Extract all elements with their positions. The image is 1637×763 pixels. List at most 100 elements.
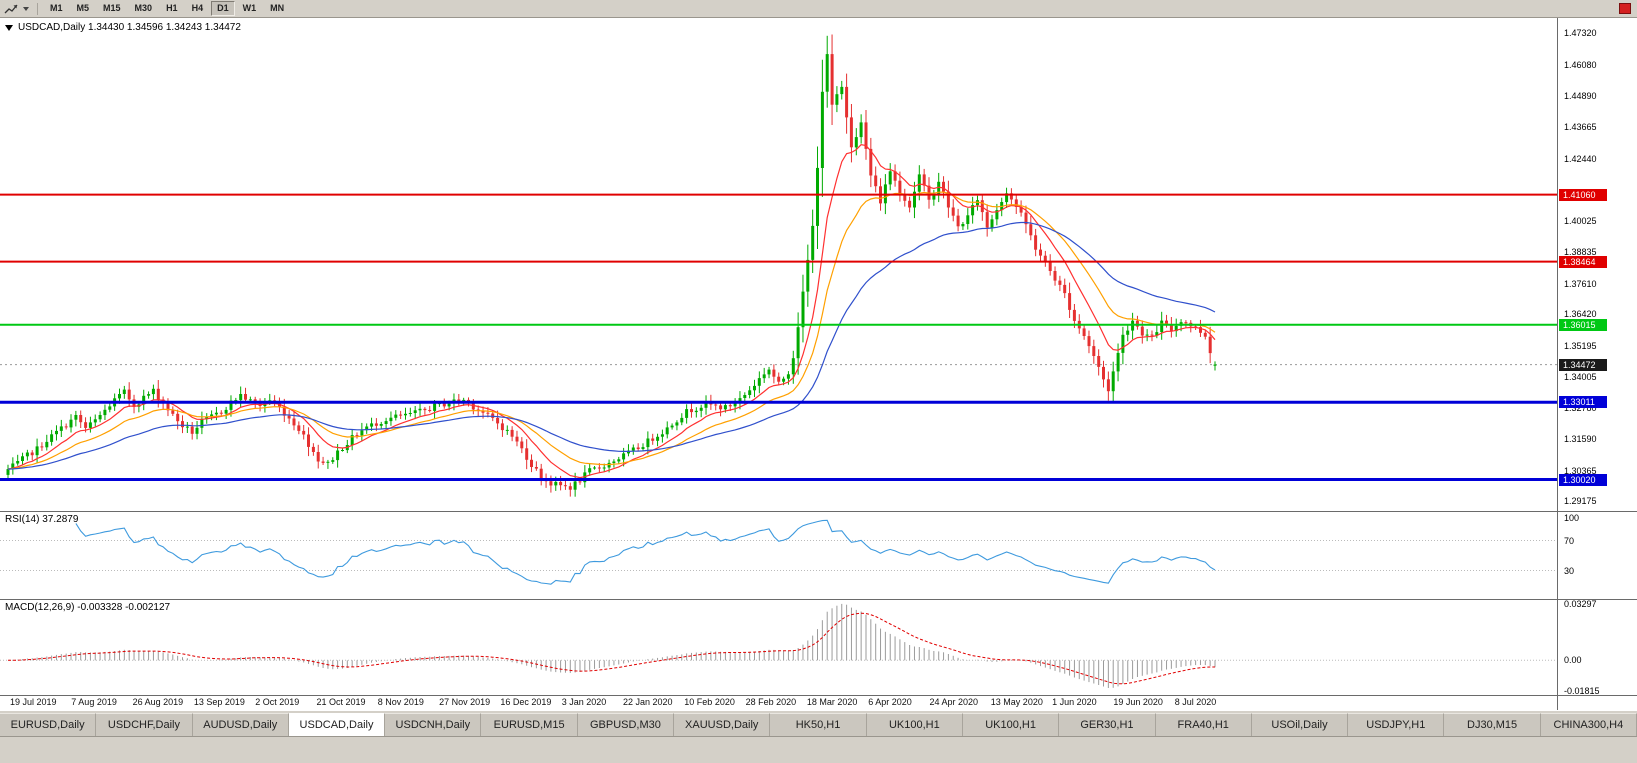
date-label: 2 Oct 2019 (255, 697, 300, 707)
rsi-line (75, 519, 1216, 585)
timeframe-toolbar: M1 M5 M15 M30 H1 H4 D1 W1 MN (43, 1, 291, 16)
panel-separator (1558, 599, 1637, 600)
ma-line-21 (7, 191, 1216, 470)
rsi-chart (0, 519, 1557, 585)
chart-tab[interactable]: USDCHF,Daily (96, 713, 193, 736)
chart-tab[interactable]: GER30,H1 (1059, 713, 1156, 736)
price-axis-label: 1.30365 (1564, 465, 1597, 476)
chart-tab[interactable]: EURUSD,Daily (0, 713, 97, 736)
price-axis-label: 1.43665 (1564, 122, 1597, 133)
price-axis-label: 1.46080 (1564, 60, 1597, 70)
chart-tabs: EURUSD,Daily USDCHF,Daily AUDUSD,Daily USDC… (0, 710, 1637, 736)
price-axis[interactable]: 1.47320 1.46080 1.44890 1.43665 1.42440 1.400… (1557, 18, 1637, 710)
timeframe-button-h1[interactable]: H1 (166, 3, 178, 13)
chart-tab[interactable]: USDCAD,Daily (288, 713, 386, 736)
chart-tab[interactable]: EURUSD,M15 (481, 713, 578, 736)
candlestick-chart (0, 34, 1557, 497)
price-line-badge[interactable]: 1.38464 (1559, 255, 1607, 268)
toolbar-separator (37, 2, 38, 15)
price-axis-label: 1.31590 (1564, 434, 1597, 444)
price-line-badge[interactable]: 1.33011 (1559, 396, 1607, 409)
date-label: 18 Mar 2020 (806, 697, 858, 707)
timeframe-button-m5[interactable]: M5 (76, 3, 90, 13)
timeframe-button-m1[interactable]: M1 (50, 3, 63, 13)
panel-separator (1558, 695, 1637, 696)
macd-histogram (12, 603, 1216, 688)
price-axis-label: 1.34005 (1564, 371, 1597, 382)
timeframe-button-w1[interactable]: W1 (242, 3, 257, 13)
date-label: 28 Feb 2020 (745, 697, 797, 707)
ma-line-10 (7, 144, 1216, 479)
chart-tab[interactable]: USDCNH,Daily (385, 713, 482, 736)
price-line-badge[interactable]: 1.36015 (1559, 318, 1607, 331)
date-label: 13 Sep 2019 (193, 697, 245, 707)
timeframe-button-m30[interactable]: M30 (134, 3, 153, 13)
macd-panel[interactable]: MACD(12,26,9) -0.003328 -0.002127 (0, 600, 1557, 696)
price-axis-label: 1.35195 (1564, 340, 1597, 351)
rsi-label: RSI(14) 37.2879 (5, 514, 79, 525)
price-axis-label: 1.36420 (1564, 309, 1597, 320)
timeframe-button-m15[interactable]: M15 (103, 3, 121, 13)
chart-tab[interactable]: UK100,H1 (962, 713, 1060, 736)
date-axis: 19 Jul 2019 7 Aug 2019 26 Aug 2019 13 Sep 2… (0, 696, 1557, 710)
price-axis-label: 1.32780 (1564, 403, 1597, 414)
date-label: 27 Nov 2019 (439, 697, 491, 707)
date-label: 10 Feb 2020 (684, 697, 735, 707)
record-indicator-icon[interactable] (1619, 3, 1631, 14)
date-label: 26 Aug 2019 (132, 697, 184, 707)
price-axis-label: 1.38835 (1564, 247, 1597, 257)
chart-tab[interactable]: UK100,H1 (866, 713, 963, 736)
macd-axis-label: 0.03297 (1564, 598, 1597, 609)
price-axis-label: 1.44890 (1564, 90, 1597, 101)
price-line-badge[interactable]: 1.30020 (1559, 473, 1607, 486)
chart-ohlc-title: USDCAD,Daily 1.34430 1.34596 1.34243 1.3… (18, 22, 241, 33)
date-label: 19 Jul 2019 (10, 697, 57, 707)
chart-tab[interactable]: AUDUSD,Daily (192, 713, 289, 736)
date-label: 16 Dec 2019 (500, 697, 552, 707)
chart-window: USDCAD,Daily 1.34430 1.34596 1.34243 1.3… (0, 18, 1637, 710)
price-line-badge[interactable]: 1.41060 (1559, 188, 1607, 201)
rsi-axis-label: 100 (1564, 513, 1580, 523)
macd-signal-line (8, 612, 1215, 685)
timeframe-button-d1[interactable]: D1 (211, 1, 235, 16)
price-axis-label: 1.29175 (1564, 496, 1597, 507)
date-label: 19 Jun 2020 (1113, 697, 1163, 707)
timeframe-button-mn[interactable]: MN (270, 3, 285, 13)
chart-cursor-icon[interactable] (4, 3, 18, 15)
chart-tab[interactable]: FRA40,H1 (1155, 713, 1252, 736)
rsi-axis-label: 70 (1564, 535, 1575, 546)
current-price-badge: 1.34472 (1559, 358, 1607, 371)
price-axis-label: 1.47320 (1564, 28, 1597, 38)
macd-axis-label: -0.01815 (1564, 686, 1600, 697)
collapse-chart-icon[interactable] (5, 24, 13, 31)
timeframe-button-h4[interactable]: H4 (191, 3, 204, 13)
date-label: 22 Jan 2020 (623, 697, 673, 707)
date-label: 21 Oct 2019 (316, 697, 366, 707)
chart-tab[interactable]: DJ30,M15 (1444, 713, 1541, 736)
panel-separator (1558, 511, 1637, 512)
date-label: 13 May 2020 (990, 697, 1043, 707)
chart-title: USDCAD,Daily 1.34430 1.34596 1.34243 1.3… (5, 22, 241, 33)
chart-tab[interactable]: USOil,Daily (1251, 713, 1349, 736)
plots-column: USDCAD,Daily 1.34430 1.34596 1.34243 1.3… (0, 18, 1557, 710)
price-axis-label: 1.37610 (1564, 278, 1597, 289)
ma-line-45 (7, 221, 1216, 470)
chart-tab[interactable]: HK50,H1 (770, 713, 867, 736)
date-label: 7 Aug 2019 (71, 697, 117, 707)
rsi-axis-label: 30 (1564, 565, 1575, 576)
status-bar (0, 736, 1637, 763)
chart-tab[interactable]: CHINA300,H4 (1540, 713, 1637, 736)
price-axis-label: 1.42440 (1564, 153, 1597, 164)
main-chart-panel[interactable]: USDCAD,Daily 1.34430 1.34596 1.34243 1.3… (0, 18, 1557, 512)
rsi-panel[interactable]: RSI(14) 37.2879 (0, 512, 1557, 600)
macd-label: MACD(12,26,9) -0.003328 -0.002127 (5, 602, 171, 613)
dropdown-caret-icon[interactable] (23, 6, 29, 11)
top-toolbar: M1 M5 M15 M30 H1 H4 D1 W1 MN (0, 0, 1637, 18)
chart-tab[interactable]: GBPUSD,M30 (577, 713, 675, 736)
date-label: 8 Nov 2019 (377, 697, 424, 707)
macd-axis-label: 0.00 (1564, 655, 1582, 666)
chart-tab[interactable]: USDJPY,H1 (1348, 713, 1445, 736)
chart-tab[interactable]: XAUUSD,Daily (674, 713, 771, 736)
date-label: 6 Apr 2020 (868, 697, 912, 707)
